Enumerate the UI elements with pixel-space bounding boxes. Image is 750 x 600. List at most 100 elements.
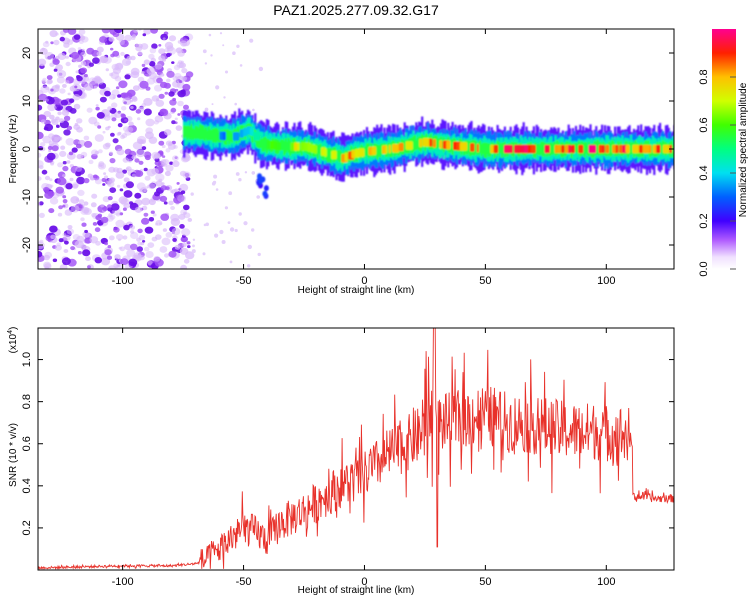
- ridge-band-green: [672, 144, 674, 158]
- noise-blob: [78, 29, 86, 35]
- noise-blob: [161, 144, 166, 149]
- noise-blob: [87, 265, 91, 269]
- noise-blob: [118, 246, 123, 250]
- noise-blob: [148, 53, 155, 60]
- ridge-core: [554, 144, 559, 154]
- y-tick-label: 0.6: [21, 436, 33, 451]
- noise-blob: [53, 68, 58, 72]
- noise-blob: [114, 29, 123, 34]
- noise-blob: [134, 158, 140, 163]
- noise-blob: [80, 67, 88, 74]
- noise-blob: [164, 41, 174, 50]
- noise-blob: [175, 125, 183, 131]
- noise-blob: [181, 68, 188, 74]
- noise-blob: [95, 106, 100, 111]
- ridge-band-green: [229, 130, 232, 142]
- ridge-core: [253, 131, 261, 141]
- noise-blob: [147, 77, 156, 85]
- ridge-core: [544, 144, 549, 154]
- noise-blob: [141, 146, 147, 151]
- noise-blob: [73, 34, 81, 40]
- ridge-band-green: [586, 145, 589, 156]
- noise-speck: [258, 66, 264, 72]
- ridge-band-green: [228, 130, 231, 145]
- noise-blob: [66, 228, 74, 235]
- noise-blob: [138, 255, 145, 261]
- noise-blob: [62, 174, 66, 178]
- noise-blob: [98, 82, 107, 89]
- ridge-band-green: [415, 140, 418, 150]
- noise-blob: [172, 80, 181, 88]
- noise-blob: [78, 64, 82, 68]
- noise-blob: [108, 235, 115, 241]
- ridge-core: [314, 145, 318, 154]
- noise-speck: [243, 221, 248, 226]
- ridge-core: [571, 144, 575, 154]
- snr-x-ticks: -100 -50 0 50 100: [112, 328, 615, 588]
- noise-blob: [68, 98, 75, 103]
- noise-blob: [67, 225, 73, 230]
- noise-blob: [88, 62, 94, 67]
- noise-blob: [68, 151, 74, 156]
- noise-blob: [59, 150, 67, 157]
- ridge-band-green: [650, 145, 653, 156]
- noise-blob: [135, 109, 142, 114]
- noise-blob: [50, 88, 54, 92]
- ridge-band-green: [255, 135, 258, 147]
- ridge-core: [493, 144, 499, 154]
- noise-speck: [192, 238, 196, 241]
- noise-blob: [164, 91, 169, 95]
- colorbar-tick-label: 0.8: [698, 69, 710, 84]
- noise-blob: [177, 194, 187, 203]
- noise-blob: [38, 152, 42, 158]
- noise-blob: [60, 145, 66, 150]
- noise-blob: [135, 149, 146, 158]
- noise-blob: [38, 201, 41, 205]
- ridge-band-green: [498, 141, 501, 153]
- ridge-band-green: [212, 128, 215, 143]
- ridge-band-green: [502, 142, 505, 154]
- ridge-core: [649, 144, 652, 154]
- noise-blob: [40, 119, 46, 124]
- noise-blob: [181, 228, 191, 237]
- snr-y-scale: (x104): [7, 327, 19, 354]
- noise-speck: [256, 195, 261, 199]
- noise-speck: [191, 249, 196, 254]
- noise-blob: [56, 70, 67, 78]
- noise-blob: [122, 157, 129, 163]
- spectrogram-y-ticks: -20 -10 0 10 20: [21, 47, 674, 253]
- noise-blob: [177, 50, 185, 57]
- noise-blob: [49, 197, 59, 205]
- y-tick-label: 0.2: [21, 520, 33, 535]
- noise-blob: [66, 160, 71, 164]
- noise-blob: [98, 149, 103, 154]
- noise-blob: [81, 222, 87, 227]
- noise-blob: [100, 257, 111, 266]
- noise-blob: [91, 149, 99, 156]
- noise-blob: [118, 196, 128, 205]
- snr-x-label: Height of straight line (km): [298, 585, 415, 596]
- noise-blob: [154, 63, 163, 70]
- noise-blob: [183, 258, 190, 264]
- noise-blob: [57, 212, 63, 217]
- noise-speck: [252, 108, 255, 112]
- ridge-core: [388, 144, 391, 154]
- ridge-band-green: [479, 140, 482, 154]
- noise-blob: [63, 115, 71, 122]
- ridge-band-green: [184, 126, 187, 137]
- noise-blob: [47, 145, 53, 151]
- noise-blob: [45, 96, 55, 105]
- noise-blob: [153, 255, 161, 262]
- noise-speck: [251, 171, 256, 175]
- noise-blob: [148, 198, 156, 206]
- noise-speck: [247, 264, 251, 268]
- noise-blob: [152, 213, 157, 217]
- noise-blob: [120, 92, 126, 98]
- noise-blob: [62, 161, 67, 165]
- ridge-band-green: [540, 141, 543, 155]
- noise-blob: [62, 195, 67, 199]
- ridge-band-green: [193, 129, 196, 139]
- noise-blob: [80, 217, 85, 222]
- noise-blob: [134, 206, 143, 213]
- noise-blob: [46, 152, 56, 161]
